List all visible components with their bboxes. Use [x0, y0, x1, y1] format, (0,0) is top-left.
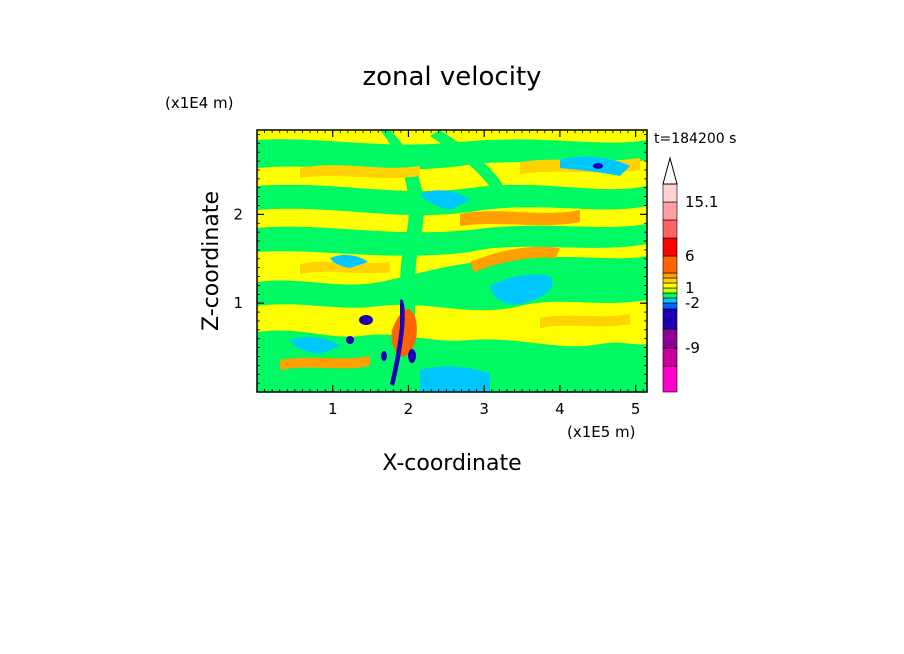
- strong-neg-core-5: [381, 351, 387, 361]
- x-tick-label: 2: [404, 400, 414, 418]
- colorbar-labels: -9 -21 6 15.1: [685, 193, 718, 357]
- colorbar-segment: [662, 328, 678, 349]
- x-tick-label: 5: [631, 400, 641, 418]
- y-axis-label: Z-coordinate: [199, 191, 224, 331]
- colorbar-label: 1: [685, 279, 695, 297]
- neg-patch-4: [420, 366, 490, 392]
- y-unit-label: (x1E4 m): [165, 94, 234, 112]
- pos-streak-5: [300, 261, 390, 274]
- pos-streak-3: [460, 210, 580, 226]
- colorbar-segment: [662, 201, 678, 221]
- strong-neg-core-3: [390, 299, 405, 386]
- colorbar-segment: [662, 287, 678, 294]
- y-tick-label: 1: [233, 294, 243, 312]
- time-label: t=184200 s: [654, 131, 736, 147]
- colorbar-label: 15.1: [685, 193, 718, 211]
- colorbar-segment: [662, 365, 678, 393]
- neg-diagonal: [380, 130, 424, 360]
- strong-neg-core-2: [346, 336, 354, 344]
- colorbar-segment: [662, 347, 678, 367]
- minor-ticks: [257, 130, 647, 392]
- colorbar: [662, 156, 678, 393]
- colorbar-segment: [662, 237, 678, 257]
- x-axis-label: X-coordinate: [382, 451, 521, 476]
- colorbar-segment: [662, 183, 678, 203]
- neg-band-5: [257, 330, 647, 392]
- contour-field: [257, 130, 647, 392]
- colorbar-segment: [662, 302, 678, 310]
- colorbar-segment: [662, 292, 678, 299]
- neg-patch-2: [490, 274, 553, 305]
- neg-band-3: [257, 224, 647, 256]
- x-tick-label: 3: [479, 400, 489, 418]
- neg-patch-1: [420, 190, 470, 210]
- y-tick-label: 2: [233, 205, 243, 223]
- colorbar-segment: [662, 272, 678, 279]
- x-tick-label: 1: [328, 400, 338, 418]
- colorbar-segment: [662, 219, 678, 239]
- neg-band-4: [257, 256, 647, 311]
- colorbar-label: -2: [685, 294, 700, 312]
- colorbar-segment: [662, 282, 678, 289]
- strong-neg-core-4: [408, 349, 416, 363]
- plot-frame: [256, 129, 648, 393]
- pos-streak-1: [300, 165, 420, 178]
- colorbar-segment: [662, 255, 678, 274]
- colorbar-segment: [662, 277, 678, 284]
- chart-title: zonal velocity: [362, 62, 541, 92]
- neg-patch-3: [290, 337, 340, 354]
- x-unit-label: (x1E5 m): [567, 423, 636, 441]
- x-tick-label: 4: [555, 400, 565, 418]
- pos-streak-7: [540, 314, 630, 328]
- neg-patch-6: [330, 255, 368, 268]
- strong-neg-core-6: [593, 163, 603, 169]
- pos-streak-4: [470, 246, 560, 272]
- colorbar-segment: [662, 297, 678, 304]
- strong-neg-core-1: [359, 315, 373, 325]
- pos-streak-6: [280, 356, 370, 370]
- colorbar-label: -9: [685, 339, 700, 357]
- colorbar-extend-arrow: [662, 156, 678, 185]
- colorbar-label: 6: [685, 247, 695, 265]
- colorbar-segment: [662, 308, 678, 330]
- neg-diagonal-2: [430, 130, 510, 202]
